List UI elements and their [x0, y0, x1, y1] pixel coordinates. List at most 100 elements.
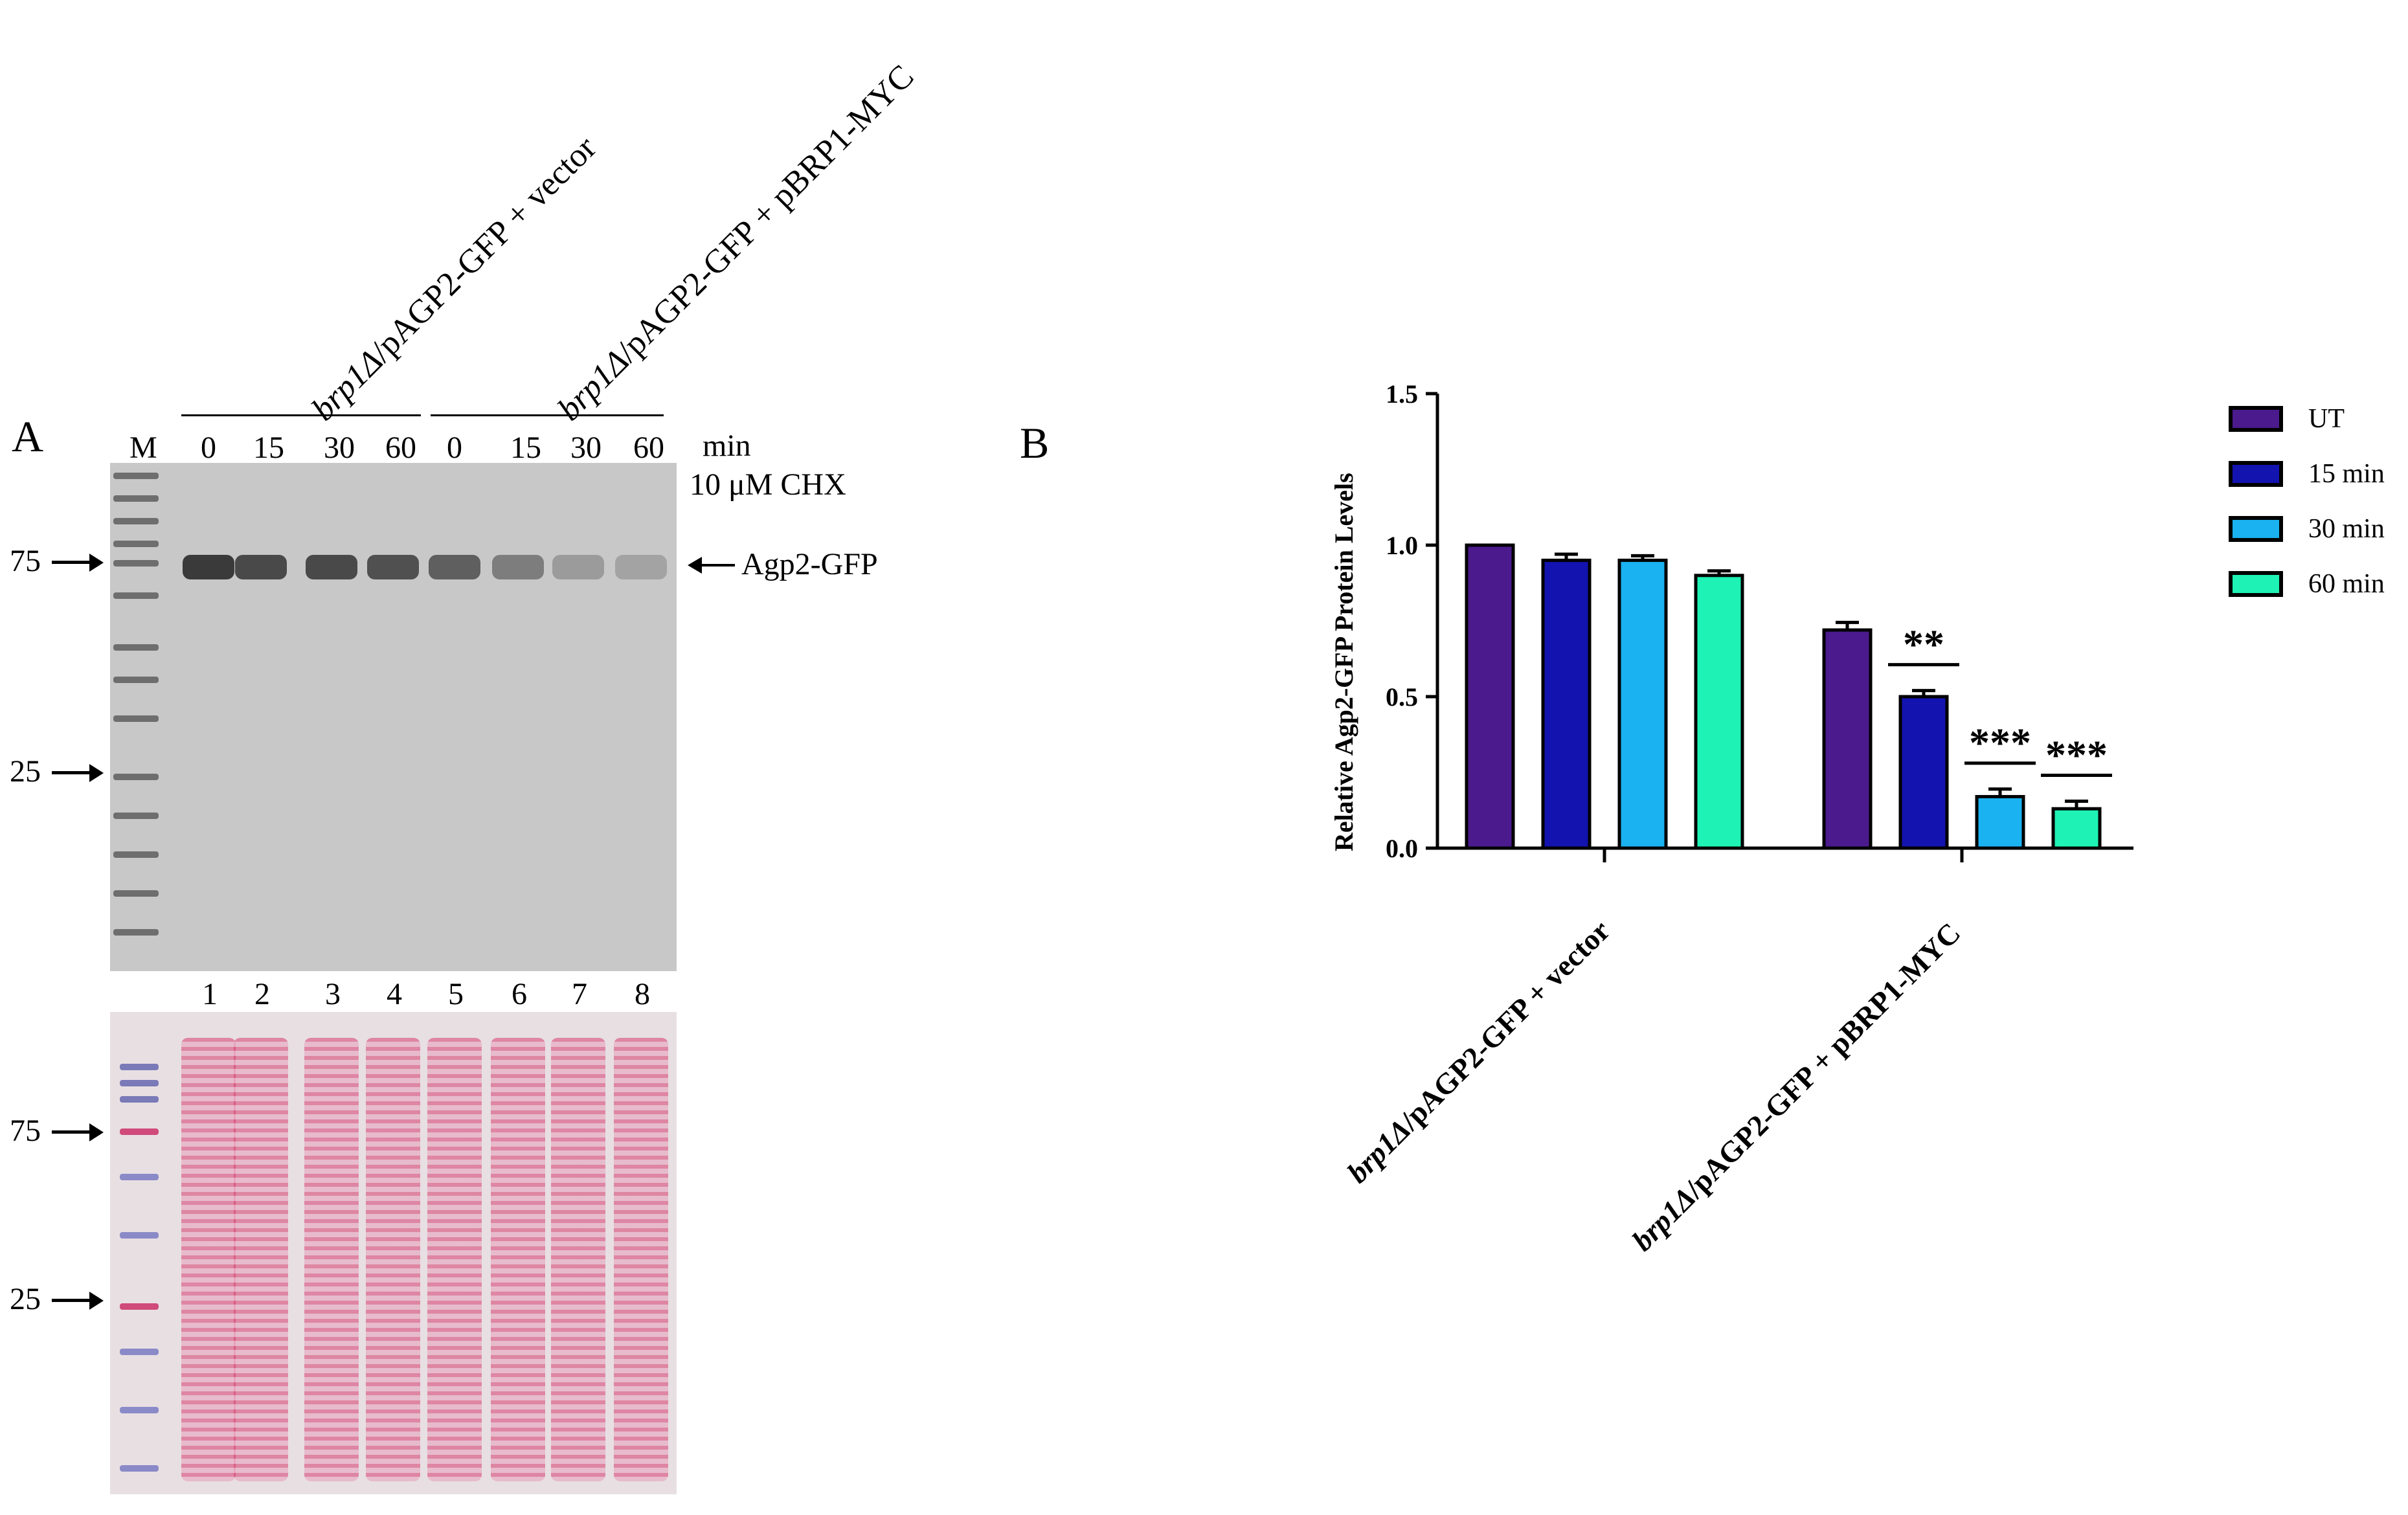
mw-marker-75-bottom: 75	[10, 1114, 41, 1148]
ponceau-ladder-band	[120, 1349, 159, 1355]
ponceau-ladder-band	[120, 1465, 159, 1472]
protein-band	[429, 555, 480, 579]
bar	[1465, 543, 1515, 850]
ladder-band	[113, 813, 159, 819]
ladder-band	[113, 592, 159, 599]
ladder-band	[113, 473, 159, 479]
ponceau-lane	[551, 1038, 605, 1481]
mw-marker-25-bottom: 25	[10, 1282, 41, 1316]
bar	[1694, 574, 1744, 850]
chart-legend: UT 15 min 30 min 60 min	[2229, 404, 2385, 599]
ponceau-lane	[427, 1038, 482, 1481]
protein-band	[552, 555, 604, 579]
band-arrow-line	[690, 564, 735, 567]
ladder-band	[113, 644, 159, 651]
ponceau-ladder-band	[120, 1128, 159, 1135]
protein-band	[183, 555, 234, 579]
ponceau-lane	[366, 1038, 420, 1481]
band-arrow-head	[688, 557, 702, 574]
ladder-band	[113, 518, 159, 524]
protein-band	[367, 555, 419, 579]
timepoint-label: 60	[385, 431, 416, 465]
significance-label: ***	[1969, 720, 2031, 766]
mw-arrow-25-bottom-line	[52, 1299, 92, 1302]
lane-number: 4	[387, 977, 402, 1011]
bar	[1898, 695, 1949, 850]
ladder-band	[113, 890, 159, 897]
ladder-band	[113, 541, 159, 547]
timepoint-label: 0	[447, 431, 462, 465]
chart-significance: ***** ***	[1888, 622, 2112, 778]
mw-arrow-25-top-head	[89, 764, 104, 782]
protein-band	[235, 555, 287, 579]
lane-number: 3	[325, 977, 341, 1011]
bar	[1822, 628, 1873, 850]
bar	[1975, 794, 2025, 850]
panel-b-letter: B	[1020, 418, 1050, 467]
lane-number: 7	[572, 977, 587, 1011]
ladder-band	[113, 677, 159, 683]
ponceau-lane	[304, 1038, 359, 1481]
bar	[1617, 558, 1668, 850]
mw-arrow-75-bottom-line	[52, 1130, 92, 1134]
legend-label: 30 min	[2308, 514, 2385, 544]
group-line-pbrp1	[431, 414, 664, 416]
protein-band	[306, 555, 357, 579]
bar	[2051, 807, 2102, 850]
legend-swatch	[2229, 516, 2283, 542]
bar	[1541, 558, 1592, 850]
ladder-band	[113, 774, 159, 780]
timepoint-label: 0	[201, 431, 216, 465]
ladder-band	[113, 851, 159, 858]
legend-label: 60 min	[2308, 569, 2385, 599]
ponceau-lane	[234, 1038, 288, 1481]
ponceau-stain-image	[110, 1012, 677, 1494]
timepoint-label: 15	[253, 431, 284, 465]
ponceau-lane	[614, 1038, 668, 1481]
ponceau-ladder-band	[120, 1407, 159, 1413]
legend-label: UT	[2308, 404, 2345, 434]
lane-number: 8	[635, 977, 650, 1011]
ponceau-ladder-band	[120, 1064, 159, 1070]
mw-marker-75-top: 75	[10, 544, 41, 578]
ponceau-lane	[181, 1038, 236, 1481]
legend-label: 15 min	[2308, 459, 2385, 489]
lane-number: 6	[512, 977, 527, 1011]
ponceau-ladder-band	[120, 1174, 159, 1180]
timepoint-label: 15	[510, 431, 541, 465]
legend-swatch	[2229, 461, 2283, 487]
y-tick-label: 0.5	[1386, 682, 1418, 712]
lane-number: 2	[254, 977, 270, 1011]
group-line-vector	[181, 414, 421, 416]
timepoint-label: 30	[570, 431, 602, 465]
ladder-band	[113, 715, 159, 722]
marker-label: M	[129, 431, 157, 465]
treatment-label: 10 μM CHX	[690, 467, 846, 502]
chart-bars	[1465, 543, 2102, 850]
mw-arrow-25-top-line	[52, 771, 92, 774]
ponceau-ladder-band	[120, 1303, 159, 1310]
timepoint-label: 30	[324, 431, 355, 465]
ladder-band	[113, 929, 159, 936]
lane-number: 5	[448, 977, 464, 1011]
protein-band	[615, 555, 667, 579]
y-tick-label: 1.5	[1386, 379, 1418, 409]
mw-marker-25-top: 25	[10, 754, 41, 789]
protein-band	[492, 555, 544, 579]
ponceau-ladder-band	[120, 1096, 159, 1103]
panel-a-letter: A	[12, 412, 44, 461]
y-axis-label: Relative Agp2-GFP Protein Levels	[1329, 473, 1358, 851]
ponceau-ladder-band	[120, 1232, 159, 1239]
significance-label: ***	[2045, 732, 2108, 778]
mw-arrow-75-top-head	[89, 554, 104, 572]
lane-number: 1	[202, 977, 218, 1011]
ladder-band	[113, 560, 159, 567]
ponceau-lane	[491, 1038, 545, 1481]
legend-swatch	[2229, 406, 2283, 432]
western-blot-image	[110, 463, 677, 971]
mw-arrow-25-bottom-head	[89, 1292, 104, 1310]
ponceau-ladder-band	[120, 1080, 159, 1086]
mw-arrow-75-bottom-head	[89, 1123, 104, 1141]
mw-arrow-75-top-line	[52, 561, 92, 564]
